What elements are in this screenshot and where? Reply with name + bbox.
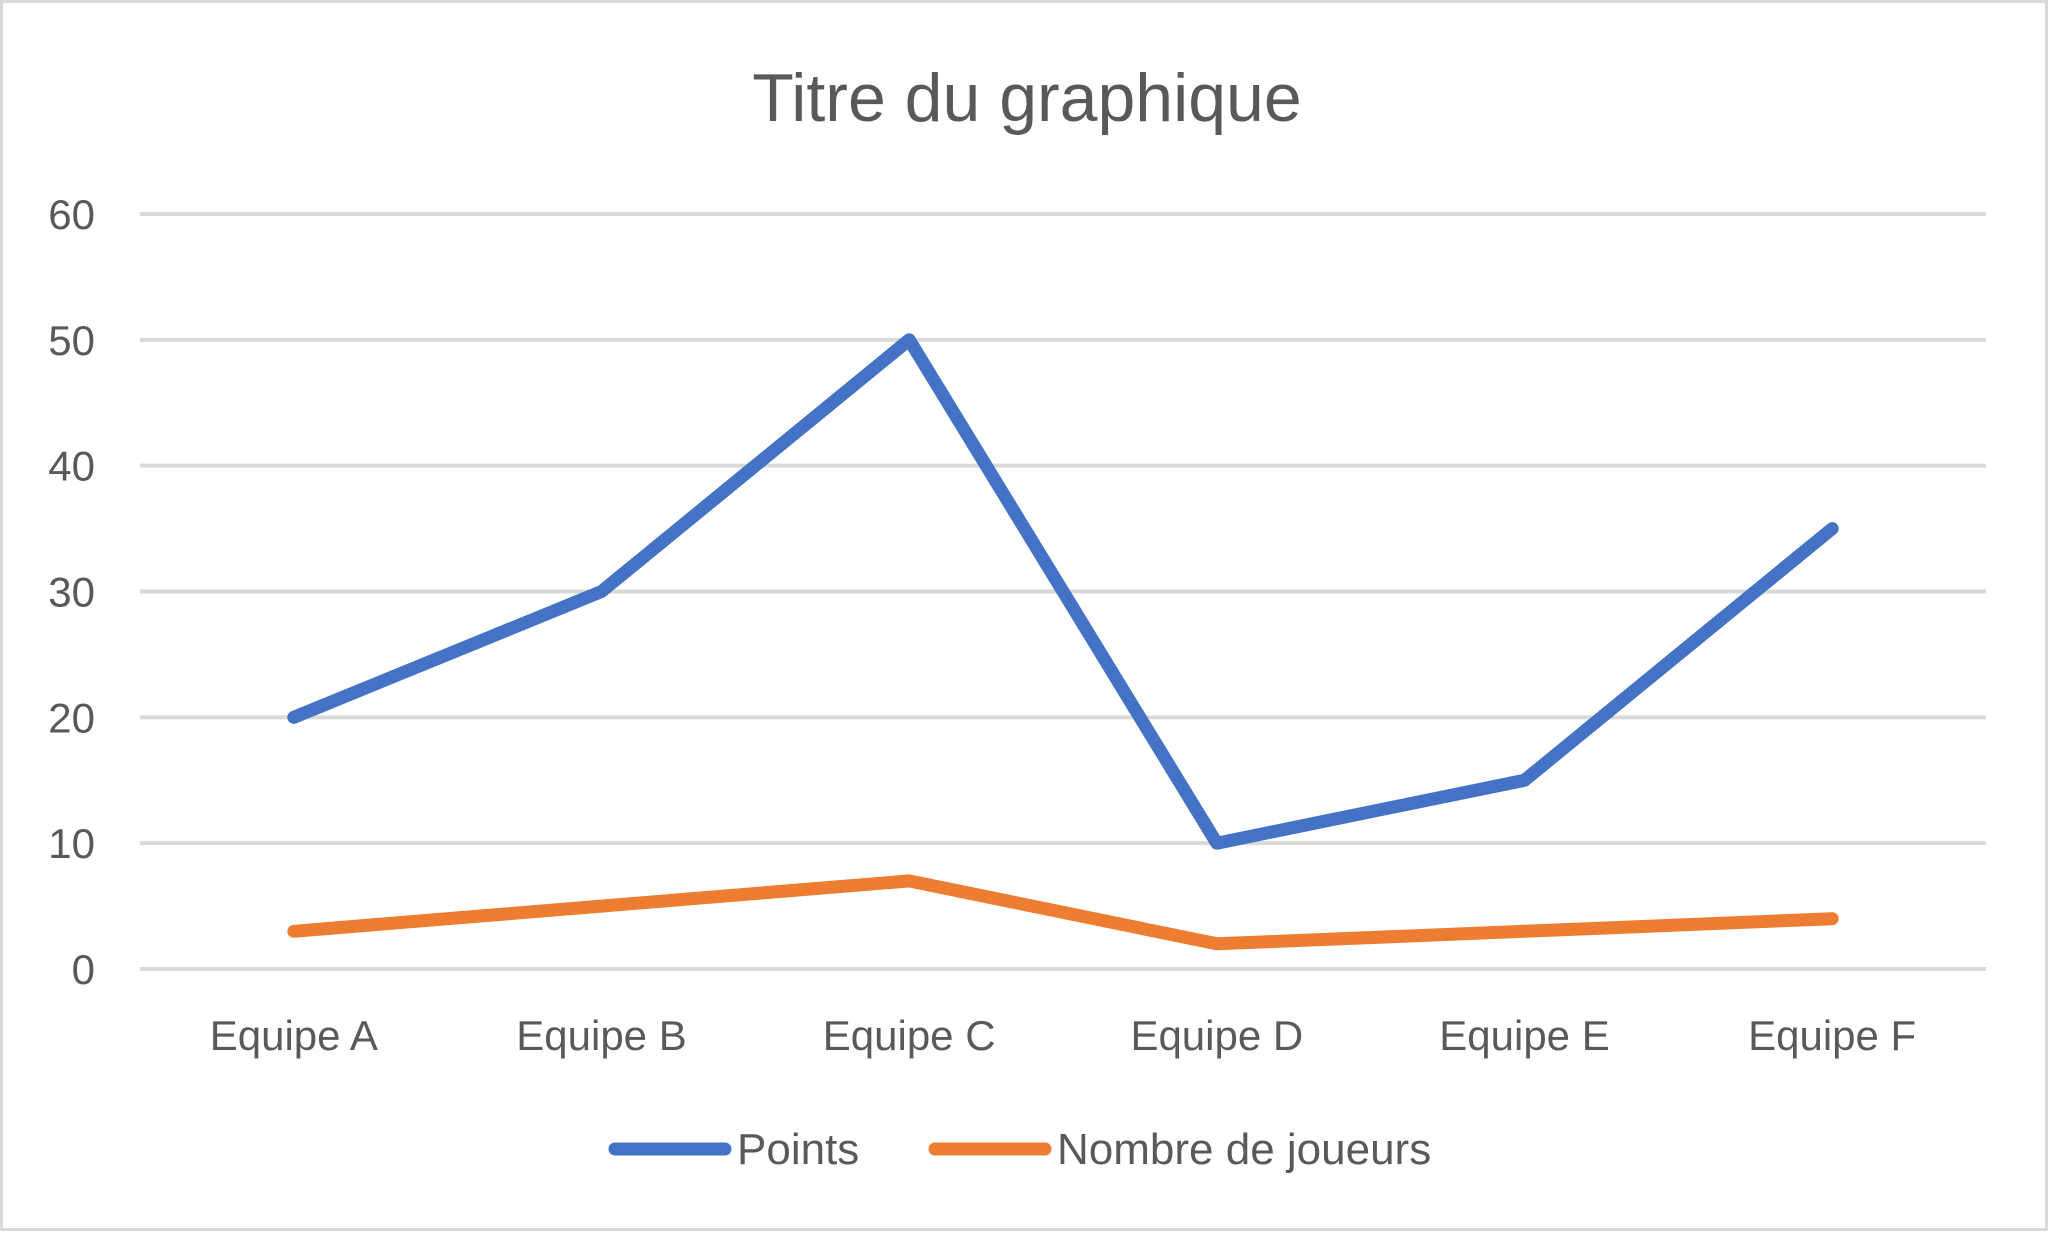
data-point bbox=[1213, 940, 1220, 947]
chart-title: Titre du graphique bbox=[752, 60, 1301, 136]
data-point bbox=[598, 903, 605, 910]
series-line-1 bbox=[287, 333, 1839, 850]
x-tick-label: Equipe C bbox=[823, 1012, 996, 1059]
series-lines bbox=[287, 333, 1839, 951]
data-point bbox=[906, 336, 913, 343]
legend-label: Points bbox=[737, 1125, 859, 1174]
data-point bbox=[290, 928, 297, 935]
x-axis-ticks: Equipe A Equipe B Equipe C Equipe D Equipe E… bbox=[210, 1012, 1916, 1059]
y-tick-label: 40 bbox=[48, 443, 95, 490]
x-tick-label: Equipe B bbox=[516, 1012, 686, 1059]
y-tick-label: 20 bbox=[48, 694, 95, 741]
x-tick-label: Equipe F bbox=[1748, 1012, 1916, 1059]
data-point bbox=[1829, 915, 1836, 922]
data-point bbox=[1213, 840, 1220, 847]
data-point bbox=[1521, 777, 1528, 784]
legend: Points Nombre de joueurs bbox=[608, 1125, 1431, 1174]
line-chart: Titre du graphique 0 10 20 30 40 50 60 Equipe … bbox=[48, 60, 1986, 1174]
y-tick-label: 0 bbox=[72, 946, 95, 993]
y-axis-ticks: 0 10 20 30 40 50 60 bbox=[48, 191, 95, 993]
x-tick-label: Equipe D bbox=[1130, 1012, 1303, 1059]
data-point bbox=[598, 588, 605, 595]
x-tick-label: Equipe E bbox=[1439, 1012, 1609, 1059]
x-tick-label: Equipe A bbox=[210, 1012, 378, 1059]
data-point bbox=[1521, 928, 1528, 935]
series-line-2 bbox=[287, 874, 1839, 951]
y-tick-label: 60 bbox=[48, 191, 95, 238]
y-tick-label: 30 bbox=[48, 569, 95, 616]
gridlines bbox=[140, 212, 1986, 971]
y-tick-label: 10 bbox=[48, 820, 95, 867]
legend-label: Nombre de joueurs bbox=[1057, 1125, 1431, 1174]
data-point bbox=[906, 877, 913, 884]
y-tick-label: 50 bbox=[48, 317, 95, 364]
data-point bbox=[290, 714, 297, 721]
data-point bbox=[1829, 525, 1836, 532]
